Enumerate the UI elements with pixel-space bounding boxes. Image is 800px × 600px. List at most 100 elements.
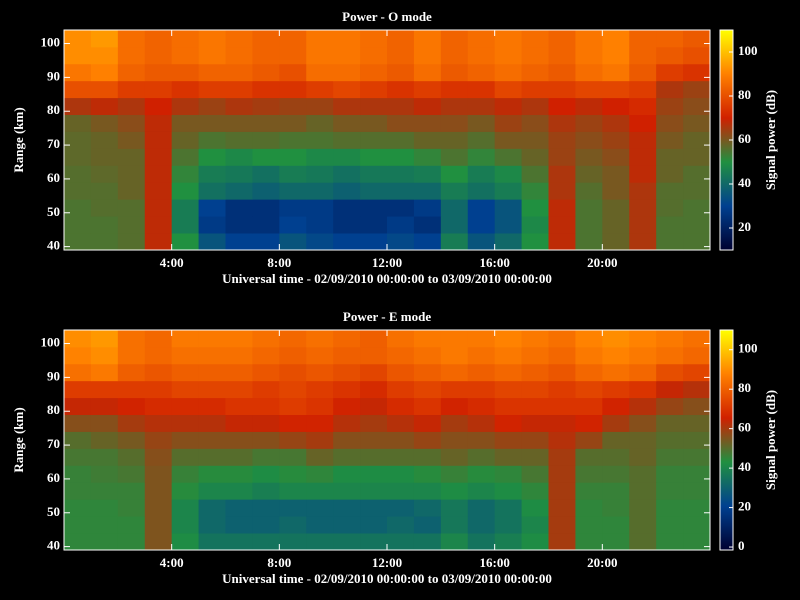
heat-cell [467, 165, 496, 183]
heat-cell [144, 216, 173, 234]
heat-cell [440, 346, 469, 365]
heat-cell [252, 131, 280, 149]
colorbar-tick-label: 80 [738, 380, 751, 395]
heat-cell [333, 482, 361, 500]
heat-cell [548, 46, 576, 65]
heat-cell [548, 397, 576, 416]
heat-cell [602, 182, 630, 200]
heat-cell [90, 114, 119, 132]
heat-cell [440, 363, 469, 382]
heat-cell [413, 97, 442, 116]
heat-cell [629, 431, 657, 449]
heat-cell [548, 465, 576, 483]
heat-cell [387, 414, 415, 432]
heat-cell [521, 148, 549, 166]
heat-cell [225, 330, 253, 348]
heat-cell [467, 80, 496, 99]
heat-cell [548, 516, 576, 534]
heat-cell [575, 448, 603, 466]
heat-cell [629, 465, 657, 483]
heat-cell [656, 448, 684, 466]
heat-cell [440, 199, 469, 217]
heat-cell [198, 46, 226, 65]
colorbar-tick-label: 80 [738, 87, 751, 102]
heat-cell [171, 80, 199, 99]
heat-cell [279, 148, 307, 166]
heat-cell [360, 199, 388, 217]
heat-cell [333, 414, 361, 432]
heat-cell [467, 380, 496, 399]
heat-cell [117, 330, 146, 348]
heat-cell [440, 131, 469, 149]
heat-cell [494, 465, 522, 483]
heat-cell [575, 46, 603, 65]
heat-cell [467, 482, 496, 500]
heat-cell [683, 165, 711, 183]
heat-cell [360, 148, 388, 166]
heat-cell [198, 97, 226, 116]
heat-cell [467, 97, 496, 116]
heat-cell [467, 182, 496, 200]
heat-cell [467, 63, 496, 82]
heat-cell [494, 148, 522, 166]
heat-cell [683, 114, 711, 132]
heat-cell [467, 30, 496, 48]
heat-cell [144, 131, 173, 149]
heat-cell [629, 148, 657, 166]
heat-cell [494, 330, 522, 348]
heat-cell [467, 363, 496, 382]
heat-cell [225, 233, 253, 251]
heat-cell [252, 499, 280, 517]
heat-cell [333, 346, 361, 365]
heat-cell [117, 233, 146, 251]
heat-cell [413, 380, 442, 399]
heat-cell [306, 63, 334, 82]
heat-cell [387, 63, 415, 82]
heat-cell [548, 216, 576, 234]
heat-cell [521, 482, 549, 500]
heat-cell [494, 533, 522, 551]
heat-cell [629, 330, 657, 348]
heat-cell [64, 414, 92, 432]
heat-cell [306, 397, 334, 416]
heat-cell [306, 465, 334, 483]
heat-cell [656, 482, 684, 500]
heat-cell [225, 216, 253, 234]
colorbar-tick-label: 20 [738, 219, 751, 234]
heat-cell [171, 363, 199, 382]
heat-cell [144, 80, 173, 99]
heat-cell [64, 482, 92, 500]
heat-cell [575, 499, 603, 517]
heat-cell [656, 63, 684, 82]
colorbar-label: Signal power (dB) [763, 90, 778, 190]
heat-cell [467, 148, 496, 166]
x-tick-label: 20:00 [587, 555, 617, 570]
heat-cell [521, 114, 549, 132]
heat-cell [440, 165, 469, 183]
heat-cell [521, 414, 549, 432]
heat-cell [413, 46, 442, 65]
heat-cell [252, 46, 280, 65]
x-tick-label: 20:00 [587, 255, 617, 270]
heat-cell [225, 482, 253, 500]
heat-cell [602, 431, 630, 449]
heat-cell [683, 397, 711, 416]
heat-cell [629, 114, 657, 132]
heat-cell [117, 216, 146, 234]
heat-cell [306, 346, 334, 365]
heat-cell [171, 233, 199, 251]
heat-cell [656, 380, 684, 399]
heat-cell [656, 363, 684, 382]
heat-cell [279, 199, 307, 217]
heat-cell [413, 63, 442, 82]
heat-cell [306, 363, 334, 382]
heat-cell [548, 182, 576, 200]
x-tick-label: 8:00 [267, 255, 291, 270]
heat-cell [440, 431, 469, 449]
heat-cell [252, 482, 280, 500]
heat-cell [252, 397, 280, 416]
heat-cell [225, 380, 253, 399]
heat-cell [90, 131, 119, 149]
heat-cell [198, 465, 226, 483]
